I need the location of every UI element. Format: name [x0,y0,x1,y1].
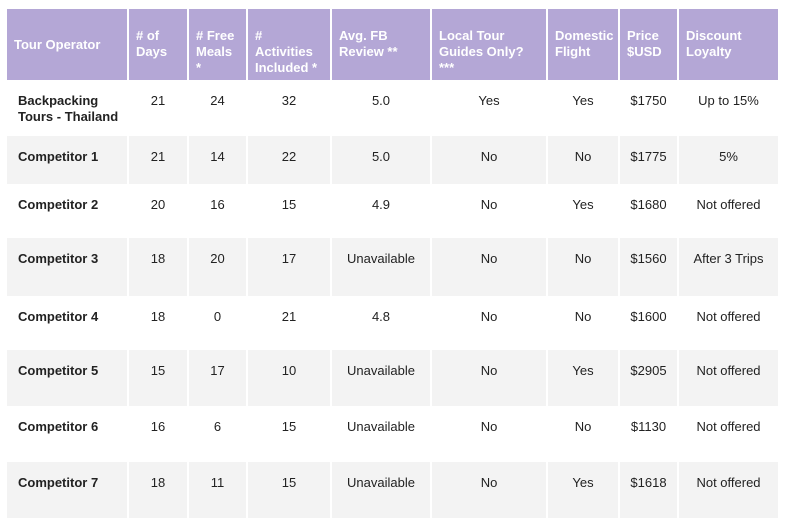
header-activities: # Activities Included * [247,9,332,80]
cell-local-guides: No [431,238,548,296]
cell-fb-review: 4.9 [331,184,432,238]
cell-days: 18 [128,238,189,296]
table-row: Backpacking Tours - Thailand 21 24 32 5.0 Yes… [7,80,778,136]
cell-activities: 22 [247,136,332,184]
cell-discount: Not offered [678,184,778,238]
cell-free-meals: 16 [188,184,248,238]
cell-days: 18 [128,462,189,518]
cell-price: $1680 [619,184,679,238]
cell-days: 21 [128,136,189,184]
cell-domestic-flight: No [547,238,620,296]
table-row: Competitor 7 18 11 15 Unavailable No Yes $1618 N… [7,462,778,518]
cell-fb-review: 4.8 [331,296,432,350]
cell-free-meals: 6 [188,406,248,462]
header-price: Price $USD [619,9,679,80]
cell-domestic-flight: No [547,296,620,350]
cell-discount: Not offered [678,406,778,462]
cell-free-meals: 17 [188,350,248,406]
cell-domestic-flight: No [547,136,620,184]
cell-operator-name: Competitor 1 [7,136,129,184]
cell-operator-name: Competitor 6 [7,406,129,462]
header-free-meals: # Free Meals * [188,9,248,80]
cell-operator-name: Competitor 7 [7,462,129,518]
cell-free-meals: 24 [188,80,248,136]
header-tour-operator: Tour Operator [7,9,129,80]
cell-days: 21 [128,80,189,136]
cell-fb-review: Unavailable [331,350,432,406]
header-domestic-flight: Domestic Flight [547,9,620,80]
cell-discount: Up to 15% [678,80,778,136]
cell-days: 18 [128,296,189,350]
cell-local-guides: No [431,462,548,518]
cell-free-meals: 0 [188,296,248,350]
cell-discount: Not offered [678,462,778,518]
cell-activities: 21 [247,296,332,350]
table-row: Competitor 3 18 20 17 Unavailable No No $1560 Af… [7,238,778,296]
table-row: Competitor 6 16 6 15 Unavailable No No $1130 Not… [7,406,778,462]
cell-activities: 17 [247,238,332,296]
cell-days: 15 [128,350,189,406]
cell-activities: 15 [247,184,332,238]
cell-activities: 10 [247,350,332,406]
cell-local-guides: Yes [431,80,548,136]
cell-local-guides: No [431,184,548,238]
cell-discount: Not offered [678,350,778,406]
cell-local-guides: No [431,136,548,184]
cell-fb-review: 5.0 [331,136,432,184]
table-header: Tour Operator # of Days # Free Meals * #… [7,9,778,80]
cell-days: 20 [128,184,189,238]
cell-operator-name: Backpacking Tours - Thailand [7,80,129,136]
cell-operator-name: Competitor 2 [7,184,129,238]
cell-domestic-flight: Yes [547,184,620,238]
cell-local-guides: No [431,406,548,462]
cell-discount: Not offered [678,296,778,350]
cell-fb-review: Unavailable [331,406,432,462]
header-days: # of Days [128,9,189,80]
cell-discount: After 3 Trips [678,238,778,296]
header-discount: Discount Loyalty [678,9,778,80]
cell-activities: 15 [247,462,332,518]
cell-free-meals: 11 [188,462,248,518]
cell-price: $1750 [619,80,679,136]
table-row: Competitor 2 20 16 15 4.9 No Yes $1680 Not offer… [7,184,778,238]
cell-price: $1618 [619,462,679,518]
cell-domestic-flight: No [547,406,620,462]
cell-operator-name: Competitor 4 [7,296,129,350]
table-row: Competitor 5 15 17 10 Unavailable No Yes $2905 N… [7,350,778,406]
cell-domestic-flight: Yes [547,80,620,136]
cell-price: $2905 [619,350,679,406]
cell-fb-review: Unavailable [331,462,432,518]
table-row: Competitor 1 21 14 22 5.0 No No $1775 5% [7,136,778,184]
cell-price: $1130 [619,406,679,462]
table-body: Backpacking Tours - Thailand 21 24 32 5.0 Yes… [7,80,778,518]
cell-local-guides: No [431,350,548,406]
cell-activities: 32 [247,80,332,136]
cell-fb-review: 5.0 [331,80,432,136]
header-fb-review: Avg. FB Review ** [331,9,432,80]
cell-local-guides: No [431,296,548,350]
cell-discount: 5% [678,136,778,184]
header-row: Tour Operator # of Days # Free Meals * #… [7,9,778,80]
cell-operator-name: Competitor 5 [7,350,129,406]
cell-price: $1560 [619,238,679,296]
cell-price: $1600 [619,296,679,350]
header-local-guides: Local Tour Guides Only? *** [431,9,548,80]
cell-domestic-flight: Yes [547,462,620,518]
cell-domestic-flight: Yes [547,350,620,406]
cell-price: $1775 [619,136,679,184]
cell-days: 16 [128,406,189,462]
table-row: Competitor 4 18 0 21 4.8 No No $1600 Not offered [7,296,778,350]
cell-fb-review: Unavailable [331,238,432,296]
cell-operator-name: Competitor 3 [7,238,129,296]
cell-free-meals: 14 [188,136,248,184]
cell-activities: 15 [247,406,332,462]
comparison-table: Tour Operator # of Days # Free Meals * #… [7,9,778,518]
cell-free-meals: 20 [188,238,248,296]
